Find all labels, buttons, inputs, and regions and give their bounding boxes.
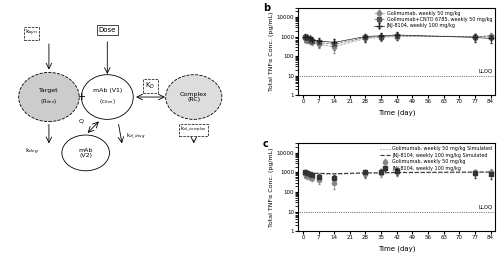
Golimumab, weekly 50 mg/kg Simulated: [440, 171, 446, 174]
JNJ-8104, weekly 100 mg/kg Simulated: [456, 171, 462, 174]
Text: k$_{el\_complex}$: k$_{el\_complex}$: [180, 125, 208, 134]
Text: Target: Target: [39, 88, 58, 93]
Text: mAb (V1): mAb (V1): [92, 88, 122, 93]
Legend: Golimumab, weekly 50 mg/kg Simulated, JNJ-8104, weekly 100 mg/kg Simulated, Goli: Golimumab, weekly 50 mg/kg Simulated, JN…: [378, 145, 494, 173]
Golimumab, weekly 50 mg/kg Simulated: [300, 172, 306, 175]
Text: (c$_{free}$): (c$_{free}$): [99, 97, 116, 106]
Ellipse shape: [166, 75, 222, 119]
JNJ-8104, weekly 100 mg/kg Simulated: [394, 171, 400, 174]
Golimumab, weekly 50 mg/kg Simulated: [316, 172, 322, 175]
X-axis label: Time (day): Time (day): [378, 246, 416, 252]
Line: Golimumab, weekly 50 mg/kg Simulated: Golimumab, weekly 50 mg/kg Simulated: [303, 172, 490, 174]
Ellipse shape: [18, 72, 79, 122]
Golimumab, weekly 50 mg/kg Simulated: [456, 171, 462, 174]
JNJ-8104, weekly 100 mg/kg Simulated: [472, 170, 478, 173]
Text: LLOQ: LLOQ: [478, 69, 493, 73]
Text: (R$_{free}$): (R$_{free}$): [40, 97, 58, 106]
Golimumab, weekly 50 mg/kg Simulated: [488, 171, 494, 174]
Y-axis label: Total TNFα Conc. (pg/mL): Total TNFα Conc. (pg/mL): [269, 148, 274, 227]
Golimumab, weekly 50 mg/kg Simulated: [378, 172, 384, 175]
JNJ-8104, weekly 100 mg/kg Simulated: [362, 171, 368, 174]
JNJ-8104, weekly 100 mg/kg Simulated: [488, 170, 494, 173]
Text: K$_D$: K$_D$: [146, 81, 156, 91]
Text: k$_{deg}$: k$_{deg}$: [24, 147, 38, 157]
Text: Q: Q: [79, 119, 84, 124]
Text: c: c: [263, 139, 269, 149]
JNJ-8104, weekly 100 mg/kg Simulated: [316, 172, 322, 175]
Text: LLOQ: LLOQ: [478, 204, 493, 209]
Text: Complex
(RC): Complex (RC): [180, 92, 208, 102]
Golimumab, weekly 50 mg/kg Simulated: [394, 171, 400, 174]
Golimumab, weekly 50 mg/kg Simulated: [472, 171, 478, 174]
Golimumab, weekly 50 mg/kg Simulated: [410, 171, 416, 174]
Ellipse shape: [62, 135, 110, 171]
Ellipse shape: [82, 75, 133, 119]
Text: Dose: Dose: [98, 27, 116, 33]
Golimumab, weekly 50 mg/kg Simulated: [331, 173, 337, 176]
Golimumab, weekly 50 mg/kg Simulated: [362, 172, 368, 175]
X-axis label: Time (day): Time (day): [378, 110, 416, 117]
Y-axis label: Total TNFα Conc. (pg/mL): Total TNFα Conc. (pg/mL): [269, 12, 274, 91]
JNJ-8104, weekly 100 mg/kg Simulated: [331, 172, 337, 175]
Golimumab, weekly 50 mg/kg Simulated: [347, 172, 353, 175]
Text: +: +: [78, 92, 86, 102]
Legend: Golimumab, weekly 50 mg/kg, Golimumab+CNTO 6785, weekly 50 mg/kg, JNJ-8104, week: Golimumab, weekly 50 mg/kg, Golimumab+CN…: [372, 9, 494, 30]
Golimumab, weekly 50 mg/kg Simulated: [425, 171, 431, 174]
JNJ-8104, weekly 100 mg/kg Simulated: [425, 171, 431, 174]
JNJ-8104, weekly 100 mg/kg Simulated: [440, 171, 446, 174]
Text: k$_{syn}$: k$_{syn}$: [25, 28, 38, 38]
JNJ-8104, weekly 100 mg/kg Simulated: [410, 171, 416, 174]
Line: JNJ-8104, weekly 100 mg/kg Simulated: JNJ-8104, weekly 100 mg/kg Simulated: [303, 172, 490, 174]
JNJ-8104, weekly 100 mg/kg Simulated: [378, 171, 384, 174]
JNJ-8104, weekly 100 mg/kg Simulated: [347, 172, 353, 175]
Text: b: b: [263, 3, 270, 13]
Text: k$_{el\_drug}$: k$_{el\_drug}$: [126, 132, 145, 141]
Text: mAb
(V2): mAb (V2): [78, 148, 93, 158]
JNJ-8104, weekly 100 mg/kg Simulated: [300, 171, 306, 174]
